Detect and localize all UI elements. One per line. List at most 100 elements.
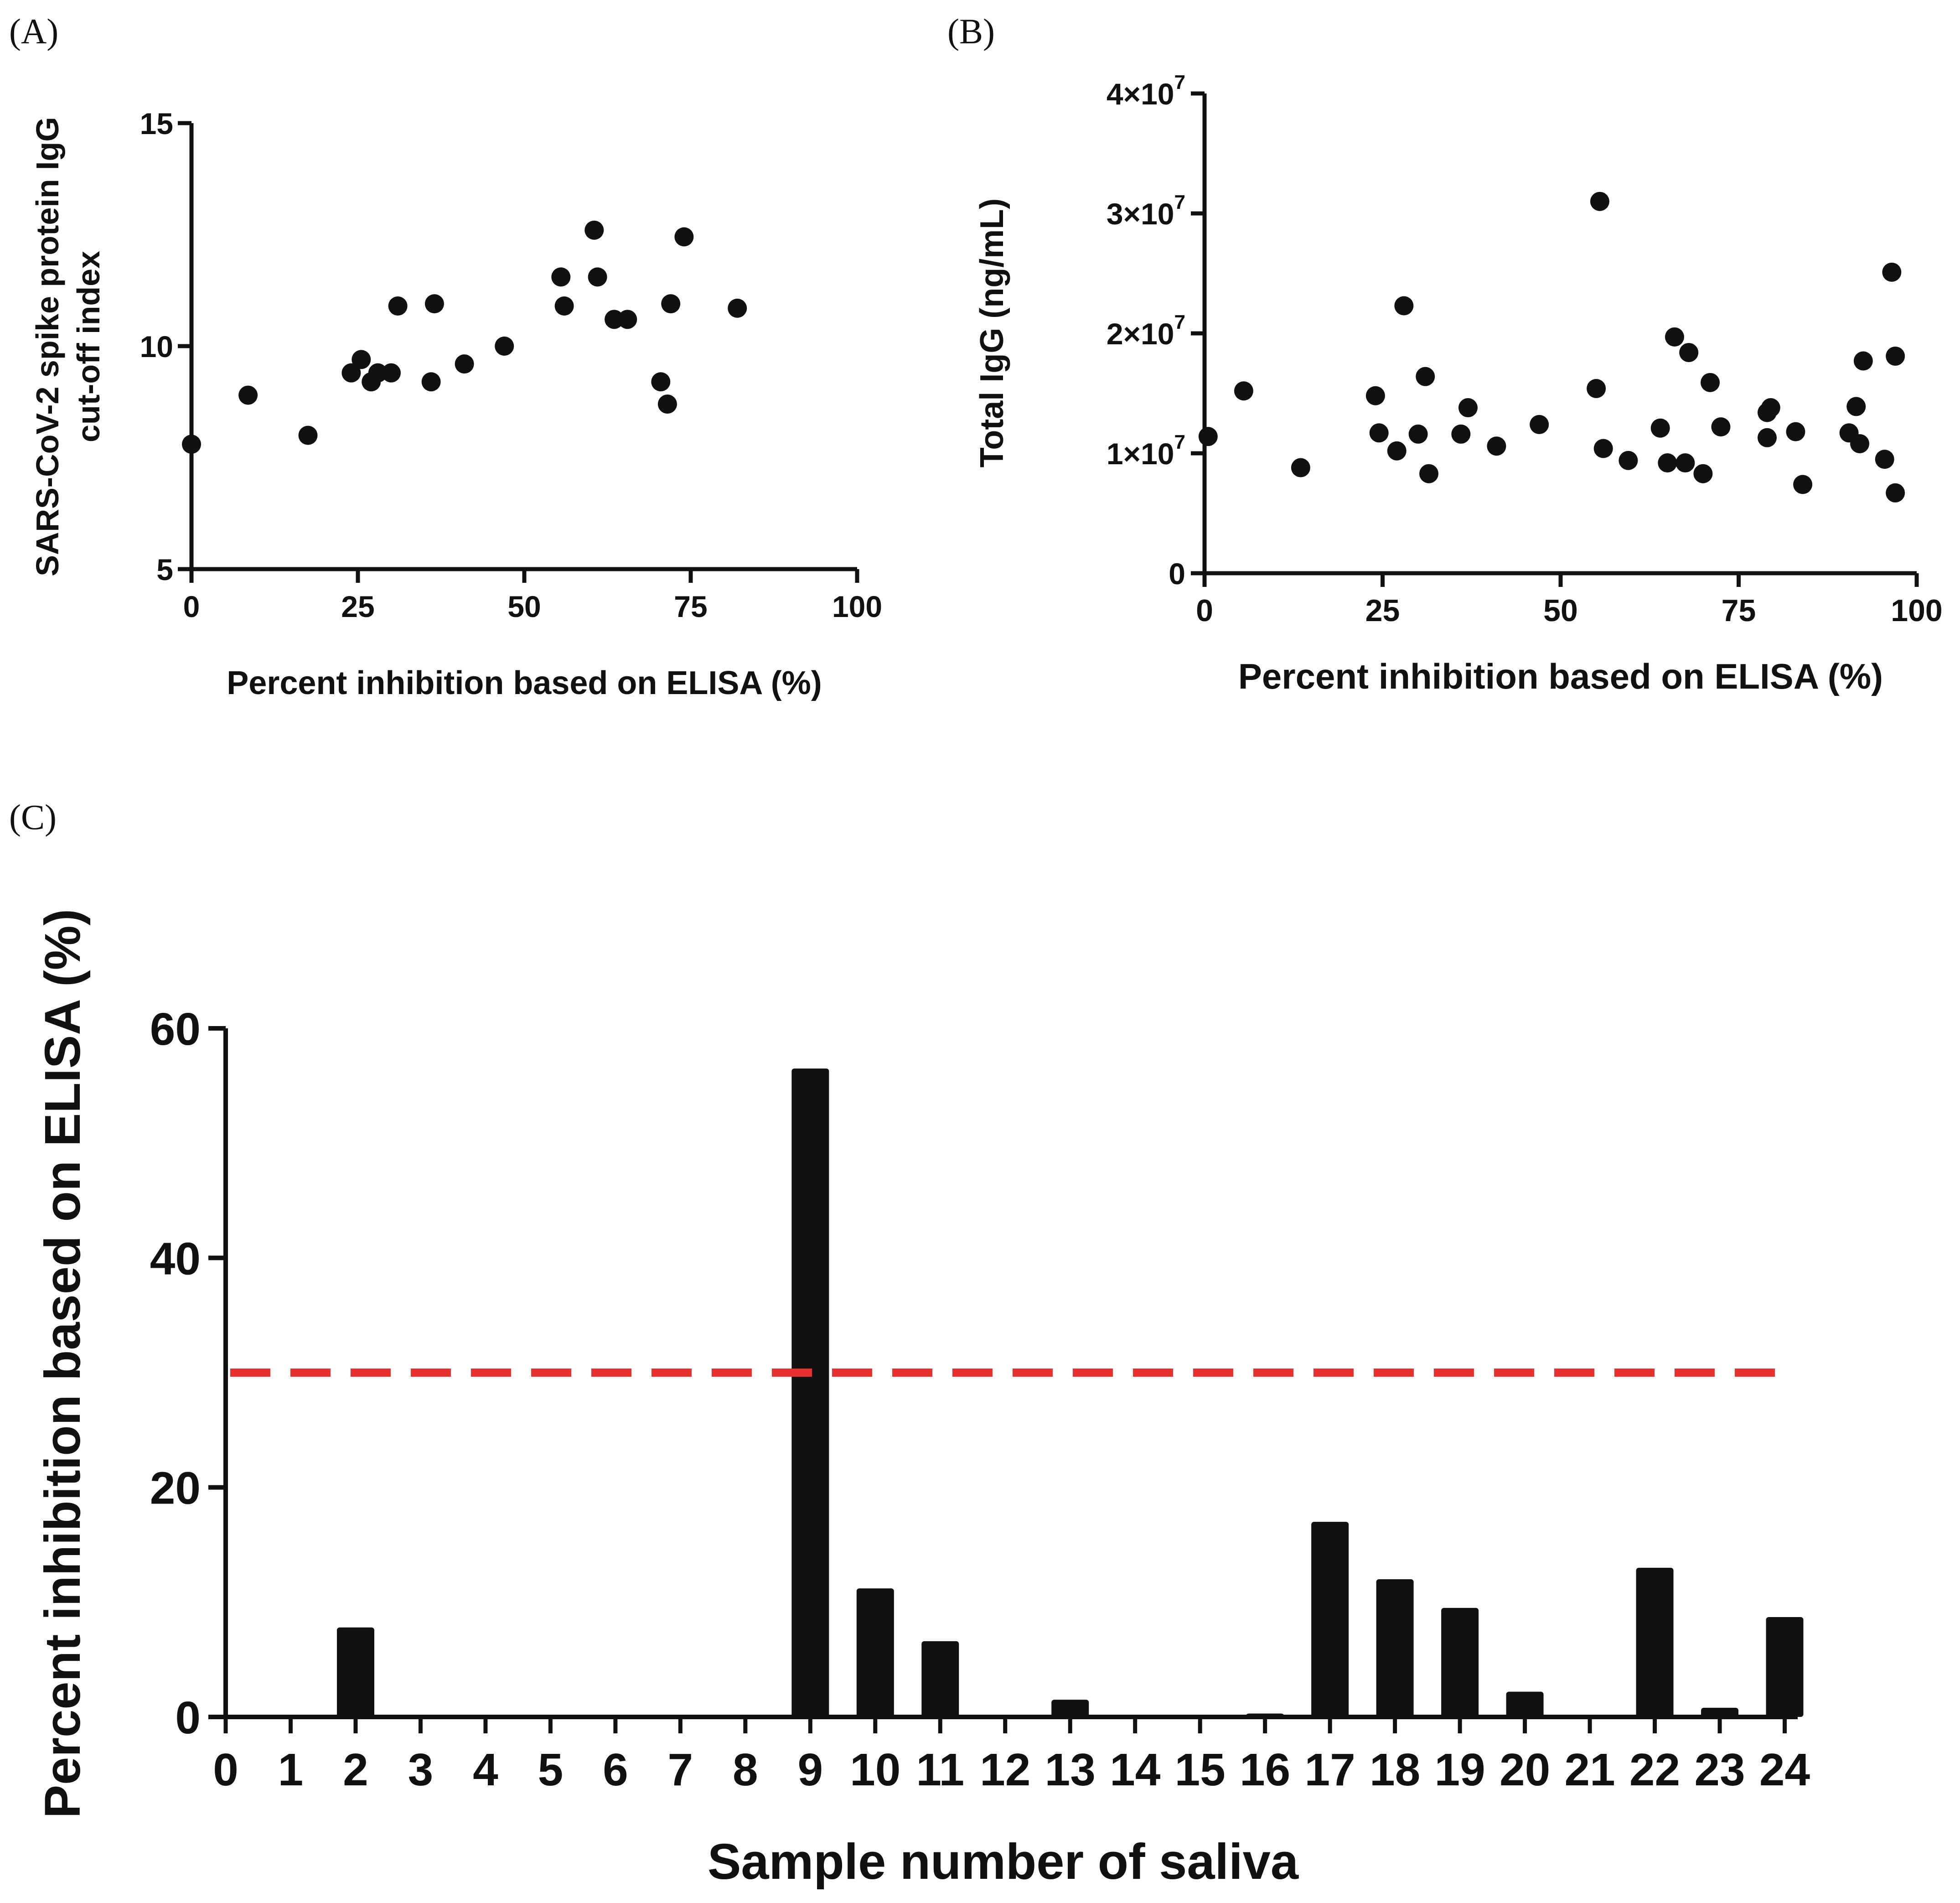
panel-c-x-tick-label: 17 [1305,1744,1355,1795]
panel-c-bar [1636,1567,1674,1717]
panel-a-y-axis-label-line1: SARS-CoV-2 spike protein IgG [30,117,65,576]
panel-a-data-point [182,435,201,454]
panel-c-y-tick-label: 0 [175,1692,201,1743]
panel-a-x-tick-label: 25 [341,590,374,623]
panel-a-y-tick-label: 10 [140,330,173,363]
panel-c-bar [1766,1617,1804,1717]
panel-b-data-point [1665,327,1684,347]
panel-a-data-point [388,296,408,316]
panel-b-x-tick-label: 75 [1722,593,1756,628]
panel-b-data-point [1650,418,1670,438]
panel-b-x-tick-label: 25 [1365,593,1400,628]
panel-b-data-point [1590,192,1609,211]
panel-a-data-point [238,385,258,405]
panel-a-data-point [455,354,474,374]
panel-b-chart: 0 25 50 75 100 0 1×107 2×107 3×107 4×107 Percent… [974,71,1943,696]
panel-c-chart: 0 1 2 3 4 5 6 7 8 9 10 11 12 13 14 15 16 17 18 19 20 21 22 23 24… [35,909,1810,1890]
panel-c-x-tick-label: 18 [1370,1744,1420,1795]
panel-a-data-point [554,296,574,316]
panel-c-x-tick-label: 11 [916,1744,964,1795]
panel-c-x-tick-label: 16 [1240,1744,1290,1795]
panel-a-y-axis-label-line2: cut-off index [71,251,106,442]
panel-a-data-point [588,267,607,287]
panel-a-data-point [651,372,671,392]
panel-c-bar [336,1627,374,1717]
panel-a-y-axis [189,123,857,571]
panel-a-data-point [495,337,514,356]
panel-c-x-tick-label: 12 [980,1744,1030,1795]
panel-c-x-tick-label: 14 [1110,1744,1161,1795]
panel-b-data-point [1761,398,1780,418]
panel-a-chart: 0 25 50 75 100 5 10 15 Percent inhibition base… [30,107,882,701]
panel-c-bar [921,1641,959,1717]
panel-c-x-tick-label: 22 [1629,1744,1680,1795]
panel-b-data-point [1394,296,1414,316]
panel-b-x-tick-label: 0 [1196,593,1213,628]
panel-c-bar [1441,1607,1479,1717]
panel-a-data-point [341,363,361,383]
panel-b-data-point [1369,423,1389,443]
panel-a-data-point [551,267,571,287]
panel-c-x-tick-label: 10 [850,1744,900,1795]
panel-c-x-tick-label: 7 [668,1744,693,1795]
panel-c-x-tick-label: 2 [343,1744,368,1795]
panel-b-x-tick-label: 100 [1891,593,1942,628]
panel-b-y-tick-label: 3×107 [1107,191,1185,231]
panel-c-y-tick-label: 40 [150,1233,201,1284]
panel-a-y-tick-label: 15 [140,107,173,140]
panel-b-data-point [1793,475,1813,494]
panel-b-data-point [1701,373,1720,392]
panel-a-x-tick-label: 100 [832,590,882,623]
panel-b-data-point [1679,343,1699,363]
panel-b-y-axis [1202,93,1917,576]
panel-b-data-point [1387,441,1407,461]
panel-c-bar [856,1588,894,1717]
panel-b-data-point [1658,453,1677,473]
panel-b-y-tick-label: 0 [1169,557,1185,591]
panel-c-x-tick-label: 20 [1500,1744,1550,1795]
panel-c-x-tick-label: 15 [1175,1744,1226,1795]
panel-b-data-point [1458,398,1478,418]
panel-a-data-point [605,310,624,329]
panel-c-x-tick-label: 1 [278,1744,304,1795]
panel-c-x-tick-label: 0 [213,1744,238,1795]
panel-label-b: (B) [947,11,995,51]
panel-a-data-point [674,227,694,247]
panel-b-data-point [1291,458,1310,477]
panel-c-bar [1051,1700,1089,1717]
panel-b-data-point [1786,422,1805,441]
panel-b-data-point [1487,436,1506,456]
panel-b-data-point [1234,381,1253,401]
panel-a-y-tick-label: 5 [156,553,173,586]
panel-c-x-tick-label: 19 [1434,1744,1485,1795]
panel-c-y-tick-label: 20 [150,1463,201,1514]
panel-b-data-point [1587,379,1606,398]
panel-b-data-point [1530,415,1549,434]
panel-b-data-point [1365,386,1385,405]
panel-a-x-tick-label: 0 [183,590,200,623]
panel-c-y-axis-label: Percent inhibition based on ELISA (%) [35,909,91,1818]
panel-b-data-point [1416,367,1435,386]
panel-b-data-point [1711,417,1731,437]
panel-b-y-tick-label: 2×107 [1107,311,1185,351]
panel-c-x-tick-label: 3 [408,1744,434,1795]
panel-label-c: (C) [9,797,57,837]
panel-b-data-point [1198,427,1218,446]
panel-c-x-tick-label: 8 [733,1744,758,1795]
panel-c-x-tick-label: 4 [473,1744,498,1795]
panel-c-x-tick-label: 9 [798,1744,823,1795]
panel-a-data-point [424,294,444,314]
panel-a-data-point [661,294,681,314]
panel-c-x-tick-label: 21 [1564,1744,1615,1795]
panel-a-data-point [368,363,388,383]
panel-b-data-point [1676,453,1695,473]
panel-b-data-point [1886,483,1905,503]
panel-b-data-point [1757,428,1777,447]
panel-a-data-point [618,310,637,329]
panel-b-data-point [1846,397,1866,416]
panel-a-x-axis-label: Percent inhibition based on ELISA (%) [227,665,822,701]
panel-b-y-axis-label: Total IgG (ng/mL) [974,198,1010,468]
panel-label-a: (A) [9,11,58,51]
panel-c-x-axis-label: Sample number of saliva [708,1834,1299,1890]
